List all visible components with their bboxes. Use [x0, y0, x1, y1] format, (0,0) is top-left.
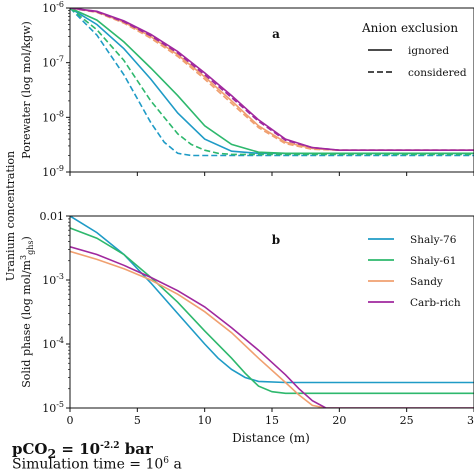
y-tick-label: 10-5 [42, 400, 64, 415]
legend-title: Anion exclusion [361, 21, 458, 35]
y-axis-label: Solid phase (log mol/m3ghs) [19, 236, 35, 388]
simulation-time-label: Simulation time = 106 a [12, 456, 182, 473]
y-tick-label: 10-4 [42, 336, 64, 351]
x-tick-label: 5 [134, 414, 141, 427]
series-line-solid-2 [70, 8, 474, 155]
legend-label: ignored [408, 45, 449, 57]
panel-a: 10-9 10-8 10-7 10-6 a Porewater (log mol/kgw)… [20, 0, 474, 179]
x-tick-label: 30 [467, 414, 474, 427]
shared-y-axis-label: Uranium concentration [4, 151, 17, 281]
panel-b: 0 5 10 15 20 25 30 10-5 10-4 10-3 0.01 b Solid phase… [19, 210, 474, 427]
series-line-carb-rich [70, 246, 474, 408]
x-tick-label: 15 [265, 414, 279, 427]
x-tick-label: 10 [198, 414, 212, 427]
series-line-dashed-1 [70, 8, 474, 157]
y-tick-label: 0.01 [40, 210, 65, 223]
legend-label: Sandy [410, 276, 443, 288]
legend-label: Carb-rich [410, 297, 461, 309]
series-line-dashed-3 [70, 8, 474, 156]
y-tick-label: 10-3 [42, 272, 64, 287]
legend-label: considered [408, 67, 467, 79]
pco2-label: pCO2 = 10-2.2 bar [12, 440, 153, 461]
y-tick-label: 10-6 [42, 0, 64, 15]
x-tick-label: 25 [400, 414, 414, 427]
legend-label: Shaly-61 [410, 255, 456, 267]
legend-label: Shaly-76 [410, 234, 457, 246]
panel-label: a [272, 27, 280, 41]
series-line-shaly-61 [70, 227, 474, 395]
series-line-dashed-7 [70, 8, 474, 151]
legend: Anion exclusion ignored considered [361, 21, 467, 79]
x-tick-label: 20 [332, 414, 346, 427]
x-tick-label: 0 [67, 414, 74, 427]
y-axis-label: Porewater (log mol/kgw) [20, 21, 33, 159]
legend: Shaly-76 Shaly-61 Sandy Carb-rich [368, 234, 461, 309]
series-group [70, 8, 474, 157]
y-tick-label: 10-7 [42, 55, 64, 70]
series-line-sandy [70, 250, 474, 408]
series-group [70, 216, 474, 408]
y-tick-label: 10-8 [42, 109, 64, 124]
y-tick-label: 10-9 [42, 164, 64, 179]
x-axis-label: Distance (m) [232, 431, 310, 445]
panel-label: b [272, 233, 280, 247]
